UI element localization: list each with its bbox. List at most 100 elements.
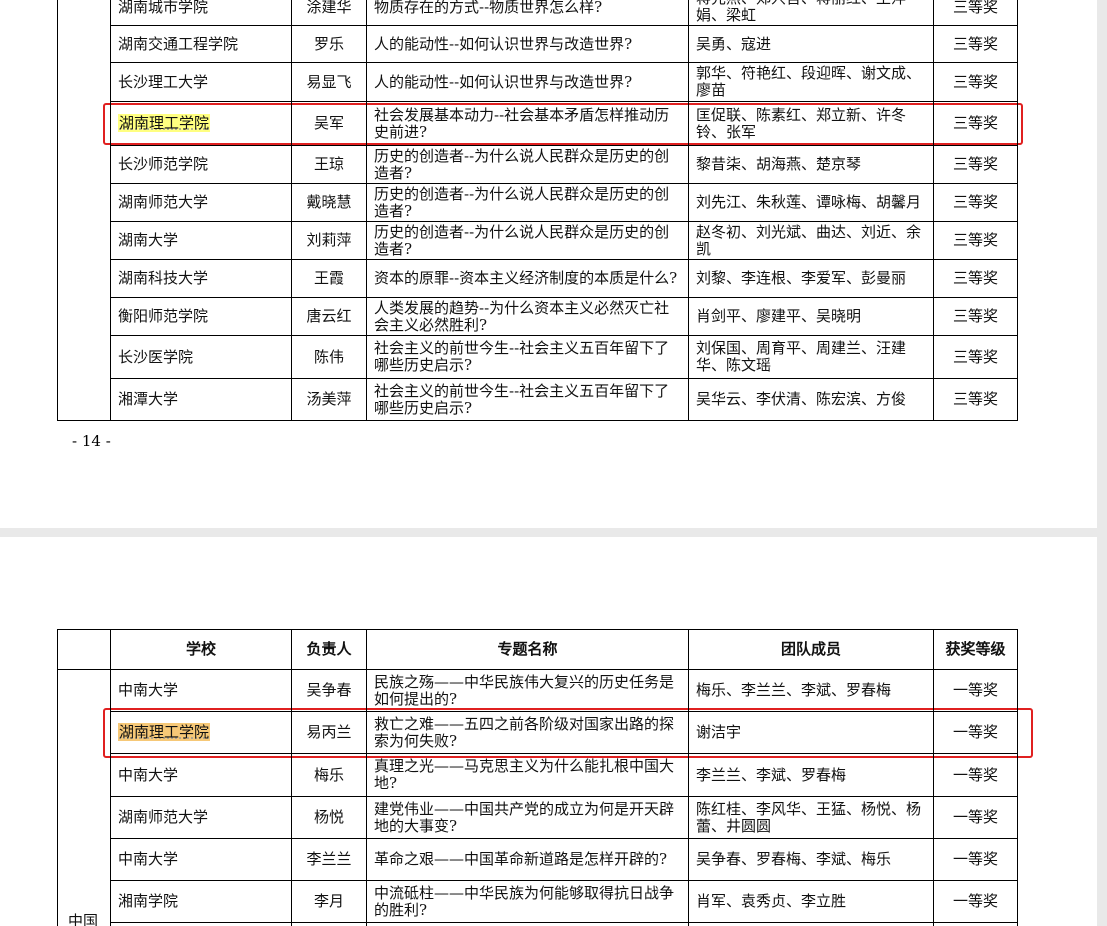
award-cell: 三等奖	[933, 0, 1018, 26]
award-cell: 三等奖	[933, 378, 1018, 421]
leader-cell: 王霞	[291, 259, 367, 298]
leader-cell: 吴军	[291, 101, 367, 146]
award-cell: 三等奖	[933, 25, 1018, 63]
page-number: - 14 -	[72, 432, 111, 450]
topic-cell: 中流砥柱——中华民族为何能够取得抗日战争的胜利?	[366, 880, 689, 923]
table-row: 长沙师范学院 王琼 历史的创造者--为什么说人民群众是历史的创造者? 黎昔柒、胡海燕、…	[58, 145, 1018, 184]
award-cell: 一等奖	[933, 753, 1018, 797]
empty-cell	[933, 922, 1018, 926]
header-cell: 专题名称	[366, 629, 689, 670]
leader-cell: 李兰兰	[291, 838, 367, 881]
empty-cell	[291, 922, 367, 926]
table: 湖南城市学院涂建华物质存在的方式--物质世界怎么样?蒋先燕、郑兴吾、蒋丽红、王萍…	[57, 0, 1018, 421]
leader-cell: 王琼	[291, 145, 367, 184]
school-cell: 长沙理工大学	[110, 62, 292, 102]
page: 学校 负责人 专题名称 团队成员 获奖等级 中国 中南大学 吴争春 民族之殇——中华民族伟大复兴…	[0, 537, 1097, 926]
members-cell: 肖军、袁秀贞、李立胜	[688, 880, 934, 923]
highlighted-text: 湖南理工学院	[118, 114, 211, 132]
table-row: 湖南师范大学 戴晓慧 历史的创造者--为什么说人民群众是历史的创造者? 刘先江、朱秋莲…	[58, 183, 1018, 222]
school-cell: 湖南交通工程学院	[110, 25, 292, 63]
leader-cell: 易丙兰	[291, 711, 367, 754]
members-cell: 匡促联、陈素红、郑立新、许冬铃、张军	[688, 101, 934, 146]
topic-cell: 建党伟业——中国共产党的成立为何是开天辟地的大事变?	[366, 796, 689, 839]
empty-cell	[110, 922, 292, 926]
table: 学校 负责人 专题名称 团队成员 获奖等级 中国 中南大学 吴争春 民族之殇——中华民族伟大复兴…	[57, 629, 1018, 926]
table-row: 湖南理工学院 吴军 社会发展基本动力--社会基本矛盾怎样推动历史前进? 匡促联、陈素红…	[58, 101, 1018, 146]
award-cell: 一等奖	[933, 880, 1018, 923]
members-cell: 黎昔柒、胡海燕、楚京琴	[688, 145, 934, 184]
table-row: 中国 中南大学 吴争春 民族之殇——中华民族伟大复兴的历史任务是如何提出的? 梅乐、李兰…	[57, 669, 1018, 926]
school-cell: 湖南师范大学	[110, 796, 292, 839]
highlighted-text: 湖南理工学院	[118, 723, 211, 741]
leader-cell: 涂建华	[291, 0, 367, 26]
award-cell: 三等奖	[933, 101, 1018, 146]
leader-cell: 杨悦	[291, 796, 367, 839]
members-cell: 刘先江、朱秋莲、谭咏梅、胡馨月	[688, 183, 934, 222]
topic-cell: 社会主义的前世今生--社会主义五百年留下了哪些历史启示?	[366, 378, 689, 421]
topic-cell: 社会发展基本动力--社会基本矛盾怎样推动历史前进?	[366, 101, 689, 146]
school-cell: 中南大学	[110, 753, 292, 797]
table-row: 湖南城市学院涂建华物质存在的方式--物质世界怎么样?蒋先燕、郑兴吾、蒋丽红、王萍…	[57, 0, 1018, 421]
award-cell: 三等奖	[933, 183, 1018, 222]
header-row: 学校 负责人 专题名称 团队成员 获奖等级	[57, 629, 1018, 670]
topic-cell: 历史的创造者--为什么说人民群众是历史的创造者?	[366, 145, 689, 184]
header-cell: 负责人	[291, 629, 367, 670]
topic-cell: 社会主义的前世今生--社会主义五百年留下了哪些历史启示?	[366, 335, 689, 379]
topic-cell: 革命之艰——中国革命新道路是怎样开辟的?	[366, 838, 689, 881]
school-cell: 湖南师范大学	[110, 183, 292, 222]
header-cell: 团队成员	[688, 629, 934, 670]
topic-cell: 物质存在的方式--物质世界怎么样?	[366, 0, 689, 26]
leader-cell: 陈伟	[291, 335, 367, 379]
school-cell: 中南大学	[110, 669, 292, 712]
empty-cell	[688, 922, 934, 926]
award-cell: 三等奖	[933, 221, 1018, 260]
school-cell: 湖南理工学院	[110, 101, 292, 146]
header-cell	[57, 629, 111, 670]
leader-cell: 汤美萍	[291, 378, 367, 421]
award-cell: 三等奖	[933, 145, 1018, 184]
table-row: 湖南大学 刘莉萍 历史的创造者--为什么说人民群众是历史的创造者? 赵冬初、刘光斌、曲…	[58, 221, 1018, 260]
header-cell: 学校	[110, 629, 292, 670]
header-cell: 获奖等级	[933, 629, 1018, 670]
topic-cell: 历史的创造者--为什么说人民群众是历史的创造者?	[366, 183, 689, 222]
table-row: 长沙医学院 陈伟 社会主义的前世今生--社会主义五百年留下了哪些历史启示? 刘保国、周…	[58, 335, 1018, 379]
leader-cell: 易显飞	[291, 62, 367, 102]
award-cell: 一等奖	[933, 838, 1018, 881]
topic-cell: 资本的原罪--资本主义经济制度的本质是什么?	[366, 259, 689, 298]
school-cell: 长沙师范学院	[110, 145, 292, 184]
members-cell: 郭华、符艳红、段迎晖、谢文成、廖苗	[688, 62, 934, 102]
members-cell: 陈红桂、李风华、王猛、杨悦、杨蕾、井圆圆	[688, 796, 934, 839]
table-row	[58, 922, 1018, 926]
award-cell: 一等奖	[933, 796, 1018, 839]
topic-cell: 人类发展的趋势--为什么资本主义必然灭亡社会主义必然胜利?	[366, 297, 689, 336]
topic-cell: 人的能动性--如何认识世界与改造世界?	[366, 62, 689, 102]
school-cell: 中南大学	[110, 838, 292, 881]
topic-cell: 真理之光——马克思主义为什么能扎根中国大地?	[366, 753, 689, 797]
group-cell: 中国	[57, 669, 111, 926]
school-cell: 湖南理工学院	[110, 711, 292, 754]
leader-cell: 罗乐	[291, 25, 367, 63]
members-cell: 谢洁宇	[688, 711, 934, 754]
table-row: 湖南科技大学 王霞 资本的原罪--资本主义经济制度的本质是什么? 刘黎、李连根、李爱军…	[58, 259, 1018, 298]
members-cell: 梅乐、李兰兰、李斌、罗春梅	[688, 669, 934, 712]
table-row: 中南大学 梅乐 真理之光——马克思主义为什么能扎根中国大地? 李兰兰、李斌、罗春梅 一等…	[58, 753, 1018, 797]
school-cell: 长沙医学院	[110, 335, 292, 379]
table-row: 湖南理工学院 易丙兰 救亡之难——五四之前各阶级对国家出路的探索为何失败? 谢洁宇 一等…	[58, 711, 1018, 754]
table-row: 湖南交通工程学院 罗乐 人的能动性--如何认识世界与改造世界? 吴勇、寇进 三等奖	[58, 25, 1018, 63]
award-cell: 三等奖	[933, 62, 1018, 102]
table-row: 湖南师范大学 杨悦 建党伟业——中国共产党的成立为何是开天辟地的大事变? 陈红桂、李风…	[58, 796, 1018, 839]
school-cell: 衡阳师范学院	[110, 297, 292, 336]
topic-cell: 人的能动性--如何认识世界与改造世界?	[366, 25, 689, 63]
award-cell: 一等奖	[933, 711, 1018, 754]
award-cell: 三等奖	[933, 297, 1018, 336]
leader-cell: 吴争春	[291, 669, 367, 712]
school-cell: 湖南大学	[110, 221, 292, 260]
table-row: 湘潭大学 汤美萍 社会主义的前世今生--社会主义五百年留下了哪些历史启示? 吴华云、李…	[58, 378, 1018, 421]
table-row: 湘南学院 李月 中流砥柱——中华民族为何能够取得抗日战争的胜利? 肖军、袁秀贞、李立胜…	[58, 880, 1018, 923]
members-cell: 蒋先燕、郑兴吾、蒋丽红、王萍娟、梁虹	[688, 0, 934, 26]
school-cell: 湘南学院	[110, 880, 292, 923]
members-cell: 吴勇、寇进	[688, 25, 934, 63]
table-row: 中南大学 李兰兰 革命之艰——中国革命新道路是怎样开辟的? 吴争春、罗春梅、李斌、梅乐…	[58, 838, 1018, 881]
members-cell: 刘黎、李连根、李爱军、彭曼丽	[688, 259, 934, 298]
